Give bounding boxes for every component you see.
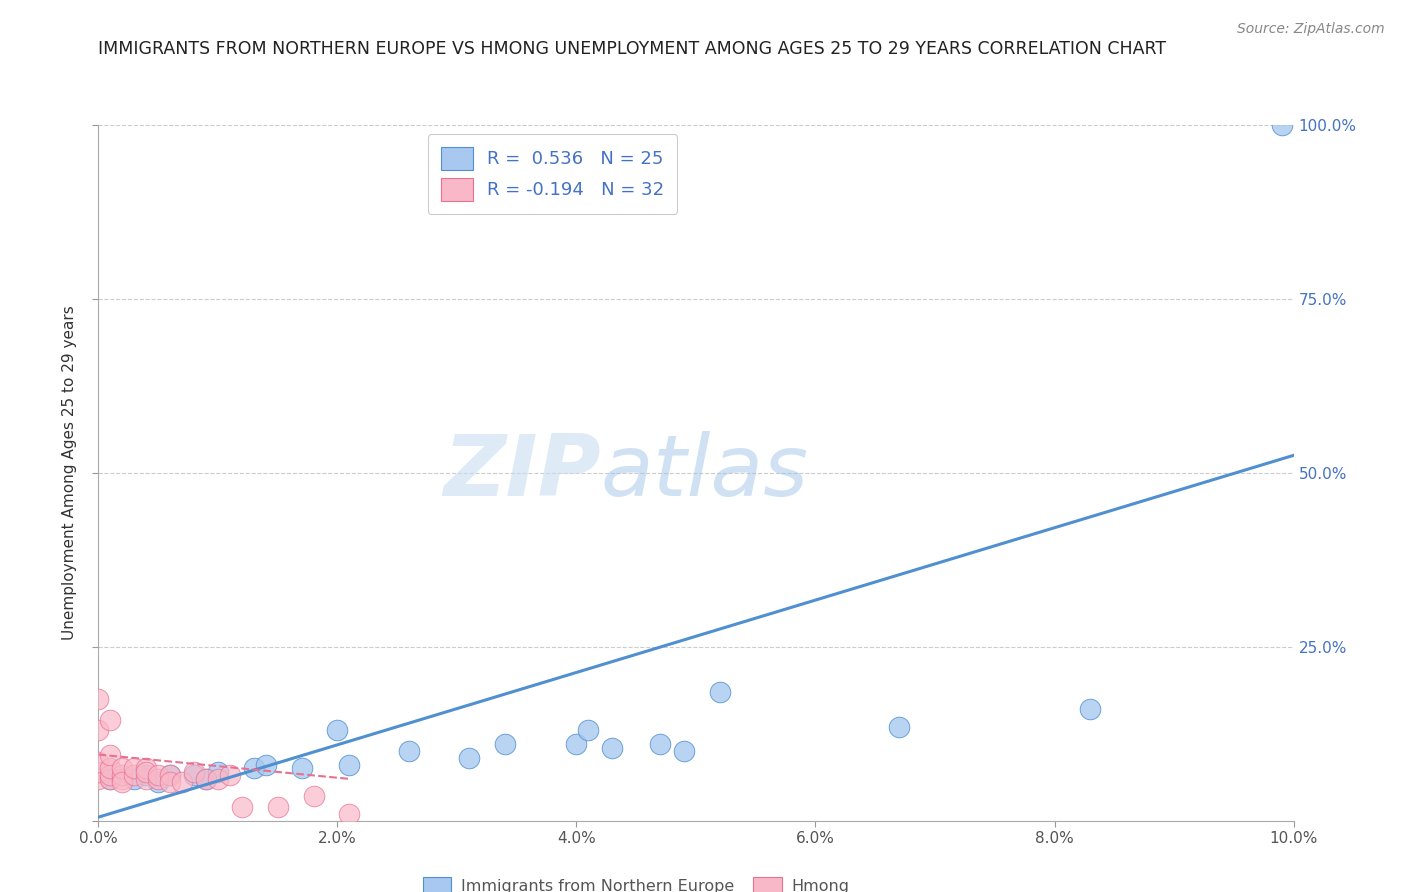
Point — [458, 751, 481, 765]
Point — [494, 737, 516, 751]
Point — [100, 772, 122, 786]
Point — [87, 764, 110, 779]
Point — [195, 772, 218, 786]
Point — [100, 747, 122, 762]
Text: IMMIGRANTS FROM NORTHERN EUROPE VS HMONG UNEMPLOYMENT AMONG AGES 25 TO 29 YEARS : IMMIGRANTS FROM NORTHERN EUROPE VS HMONG… — [98, 40, 1167, 58]
Text: atlas: atlas — [600, 431, 808, 515]
Point — [87, 772, 110, 786]
Legend: Immigrants from Northern Europe, Hmong: Immigrants from Northern Europe, Hmong — [416, 871, 856, 892]
Point — [135, 764, 157, 779]
Text: Source: ZipAtlas.com: Source: ZipAtlas.com — [1237, 22, 1385, 37]
Point — [100, 713, 122, 727]
Point — [889, 720, 911, 734]
Point — [111, 772, 134, 786]
Point — [135, 768, 157, 782]
Point — [124, 761, 146, 775]
Point — [578, 723, 600, 738]
Point — [172, 775, 194, 789]
Point — [159, 768, 181, 782]
Point — [111, 775, 134, 789]
Point — [565, 737, 588, 751]
Point — [159, 768, 181, 782]
Point — [219, 768, 242, 782]
Point — [602, 740, 624, 755]
Text: ZIP: ZIP — [443, 431, 600, 515]
Point — [135, 772, 157, 786]
Point — [111, 761, 134, 775]
Point — [267, 799, 290, 814]
Point — [302, 789, 325, 804]
Point — [183, 764, 205, 779]
Point — [339, 806, 360, 821]
Point — [148, 768, 170, 782]
Point — [243, 761, 266, 775]
Y-axis label: Unemployment Among Ages 25 to 29 years: Unemployment Among Ages 25 to 29 years — [62, 305, 77, 640]
Point — [398, 744, 420, 758]
Point — [135, 761, 157, 775]
Point — [100, 768, 122, 782]
Point — [124, 768, 146, 782]
Point — [326, 723, 349, 738]
Point — [291, 761, 314, 775]
Point — [87, 723, 110, 738]
Point — [183, 768, 205, 782]
Point — [207, 764, 229, 779]
Point — [87, 755, 110, 769]
Point — [254, 758, 277, 772]
Point — [87, 692, 110, 706]
Point — [111, 768, 134, 782]
Point — [159, 775, 181, 789]
Point — [207, 772, 229, 786]
Point — [339, 758, 360, 772]
Point — [124, 772, 146, 786]
Point — [195, 772, 218, 786]
Point — [709, 685, 731, 699]
Point — [148, 772, 170, 786]
Point — [100, 772, 122, 786]
Point — [100, 761, 122, 775]
Point — [650, 737, 672, 751]
Point — [673, 744, 696, 758]
Point — [1271, 118, 1294, 132]
Point — [231, 799, 253, 814]
Point — [148, 775, 170, 789]
Point — [1080, 702, 1102, 716]
